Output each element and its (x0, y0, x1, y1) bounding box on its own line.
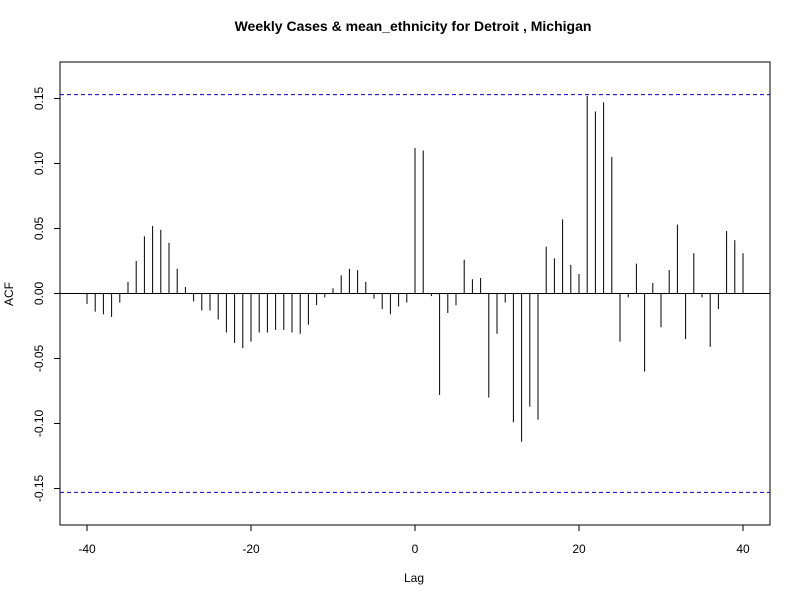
y-tick-label: 0.10 (32, 151, 46, 175)
x-tick-label: 40 (736, 542, 750, 556)
y-tick-label: -0.15 (32, 475, 46, 503)
y-axis-title: ACF (2, 282, 16, 306)
acf-bars (86, 95, 744, 442)
y-tick-label: 0.15 (32, 86, 46, 110)
x-axis: -40 -20 0 20 40 (78, 524, 750, 556)
y-tick-label: 0.05 (32, 216, 46, 240)
y-tick-label: -0.10 (32, 410, 46, 438)
x-tick-label: 0 (412, 542, 419, 556)
x-tick-label: -20 (242, 542, 260, 556)
y-axis: -0.15 -0.10 -0.05 0.00 0.05 0.10 0.15 (32, 86, 61, 503)
chart-title: Weekly Cases & mean_ethnicity for Detroi… (235, 18, 592, 34)
x-tick-label: -40 (78, 542, 96, 556)
y-tick-label: 0.00 (32, 281, 46, 305)
x-axis-title: Lag (404, 571, 424, 585)
x-tick-label: 20 (572, 542, 586, 556)
y-tick-label: -0.05 (32, 345, 46, 373)
